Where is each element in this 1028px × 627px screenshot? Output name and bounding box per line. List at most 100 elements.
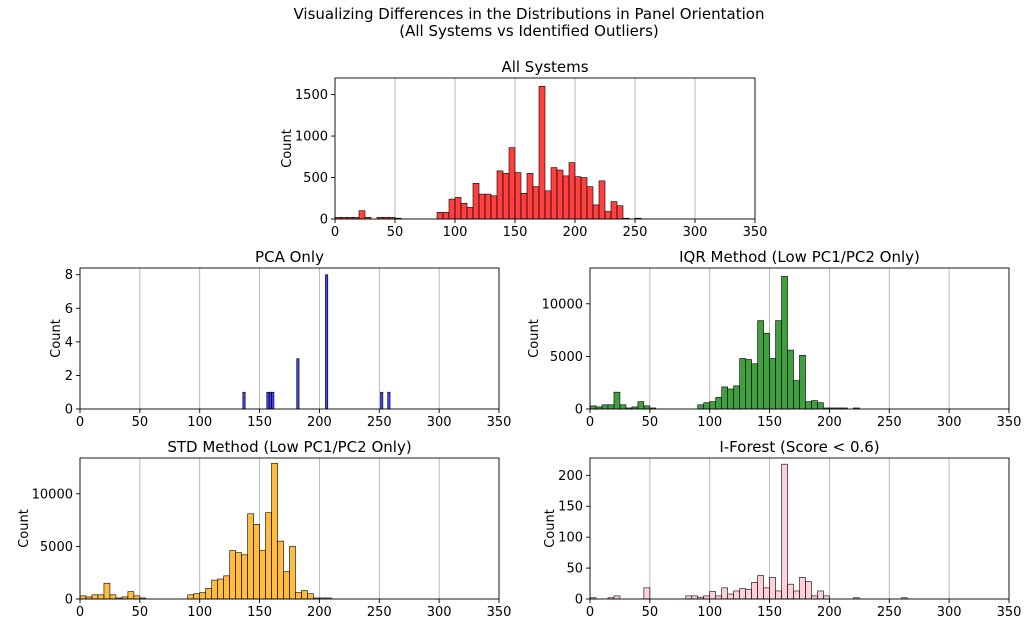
histogram-bar — [223, 575, 230, 600]
y-tick-label: 10000 — [542, 297, 583, 312]
axes-frame — [334, 77, 756, 220]
histogram-bar — [502, 173, 510, 220]
figure-suptitle-line1: Visualizing Differences in the Distribut… — [294, 5, 765, 23]
histogram-bar — [211, 579, 218, 600]
x-tick-label: 150 — [247, 605, 272, 620]
histogram-bar — [574, 176, 582, 220]
x-tick-label: 50 — [642, 415, 659, 430]
histogram-bar — [296, 358, 300, 410]
histogram-bar — [532, 186, 540, 220]
histogram-bar — [454, 197, 462, 220]
histogram-bar — [769, 358, 776, 410]
histogram-bar — [253, 523, 260, 600]
histogram-bar — [496, 170, 504, 220]
y-tick-label: 0 — [575, 403, 583, 418]
x-tick-label: 200 — [563, 225, 588, 240]
histogram-bar — [325, 274, 329, 410]
histogram-bar — [619, 404, 627, 410]
histogram-bar — [787, 583, 794, 600]
histogram-bar — [781, 276, 788, 410]
x-tick-label: 300 — [937, 605, 962, 620]
y-tick-label: 50 — [566, 562, 583, 577]
x-tick-label: 0 — [331, 225, 339, 240]
y-tick-label: 0 — [320, 213, 328, 228]
histogram-bar — [562, 175, 570, 220]
histogram-bar — [436, 212, 444, 220]
histogram-bar — [793, 380, 800, 410]
histogram-bar — [247, 513, 254, 600]
histogram-bar — [265, 512, 272, 600]
x-tick-label: 250 — [367, 415, 392, 430]
x-tick-label: 300 — [427, 605, 452, 620]
axes-frame — [79, 457, 500, 600]
histogram-bar — [442, 212, 450, 220]
histogram-bar — [484, 193, 492, 220]
x-tick-label: 350 — [487, 415, 512, 430]
histogram-bar — [229, 550, 236, 600]
histogram-bar — [472, 183, 480, 220]
histogram-bar — [508, 147, 516, 220]
histogram-bar — [550, 167, 558, 220]
histogram-bar — [586, 186, 594, 220]
histogram-bar — [709, 401, 717, 410]
y-tick-label: 2 — [65, 369, 73, 384]
histogram-bar — [448, 198, 456, 220]
histogram-bar — [799, 355, 806, 410]
histogram-bar — [538, 85, 546, 220]
x-tick-label: 50 — [642, 605, 659, 620]
histogram-bar — [691, 595, 699, 600]
y-tick-label: 8 — [65, 268, 73, 283]
x-tick-label: 0 — [76, 605, 84, 620]
histogram-bar — [283, 571, 290, 600]
histogram-bar — [271, 462, 278, 600]
x-tick-label: 0 — [586, 415, 594, 430]
histogram-bar — [598, 180, 606, 220]
histogram-bar — [697, 404, 705, 410]
axes-frame — [589, 457, 1010, 600]
histogram-bar — [193, 593, 201, 600]
histogram-bar — [757, 320, 764, 410]
axes-frame — [589, 267, 1010, 410]
x-tick-label: 250 — [623, 225, 648, 240]
x-tick-label: 100 — [697, 605, 722, 620]
histogram-bar — [514, 172, 522, 220]
y-tick-label: 5000 — [550, 350, 583, 365]
x-tick-label: 100 — [187, 605, 212, 620]
histogram-bar — [811, 595, 818, 600]
histogram-bar — [478, 193, 486, 220]
x-tick-label: 150 — [247, 415, 272, 430]
histogram-bar — [793, 590, 800, 600]
x-tick-label: 350 — [487, 605, 512, 620]
x-tick-label: 150 — [503, 225, 528, 240]
histogram-bar — [613, 391, 621, 410]
y-tick-label: 100 — [558, 531, 583, 546]
histogram-bar — [520, 192, 528, 220]
histogram-bar — [643, 587, 651, 600]
histogram-bar — [703, 595, 711, 600]
x-tick-label: 150 — [757, 415, 782, 430]
histogram-bar — [544, 190, 552, 220]
chart-title: PCA Only — [255, 248, 324, 266]
histogram-bar — [556, 169, 564, 220]
histogram-bar — [763, 587, 770, 600]
histogram-bar — [187, 594, 195, 600]
histogram-bar — [79, 595, 87, 600]
y-tick-label: 5000 — [40, 540, 73, 555]
histogram-bar — [775, 590, 782, 600]
y-axis-label: Count — [49, 319, 64, 358]
histogram-bar — [763, 332, 770, 410]
y-tick-label: 4 — [65, 335, 73, 350]
histogram-bar — [91, 594, 99, 600]
x-tick-label: 200 — [307, 605, 332, 620]
histogram-bar — [751, 582, 758, 600]
histogram-bar — [613, 595, 621, 600]
chart-iqr-method: 0 50 100 150 200 250 300 350 0 5000 10000 IQR Metho… — [527, 248, 1021, 430]
histogram-bar — [604, 211, 612, 220]
x-tick-label: 300 — [683, 225, 708, 240]
axes-frame — [79, 267, 500, 410]
histogram-bar — [109, 594, 117, 600]
y-tick-label: 1500 — [295, 88, 328, 103]
histogram-bar — [745, 589, 752, 600]
histogram-bar — [460, 202, 468, 220]
y-tick-label: 0 — [65, 403, 73, 418]
